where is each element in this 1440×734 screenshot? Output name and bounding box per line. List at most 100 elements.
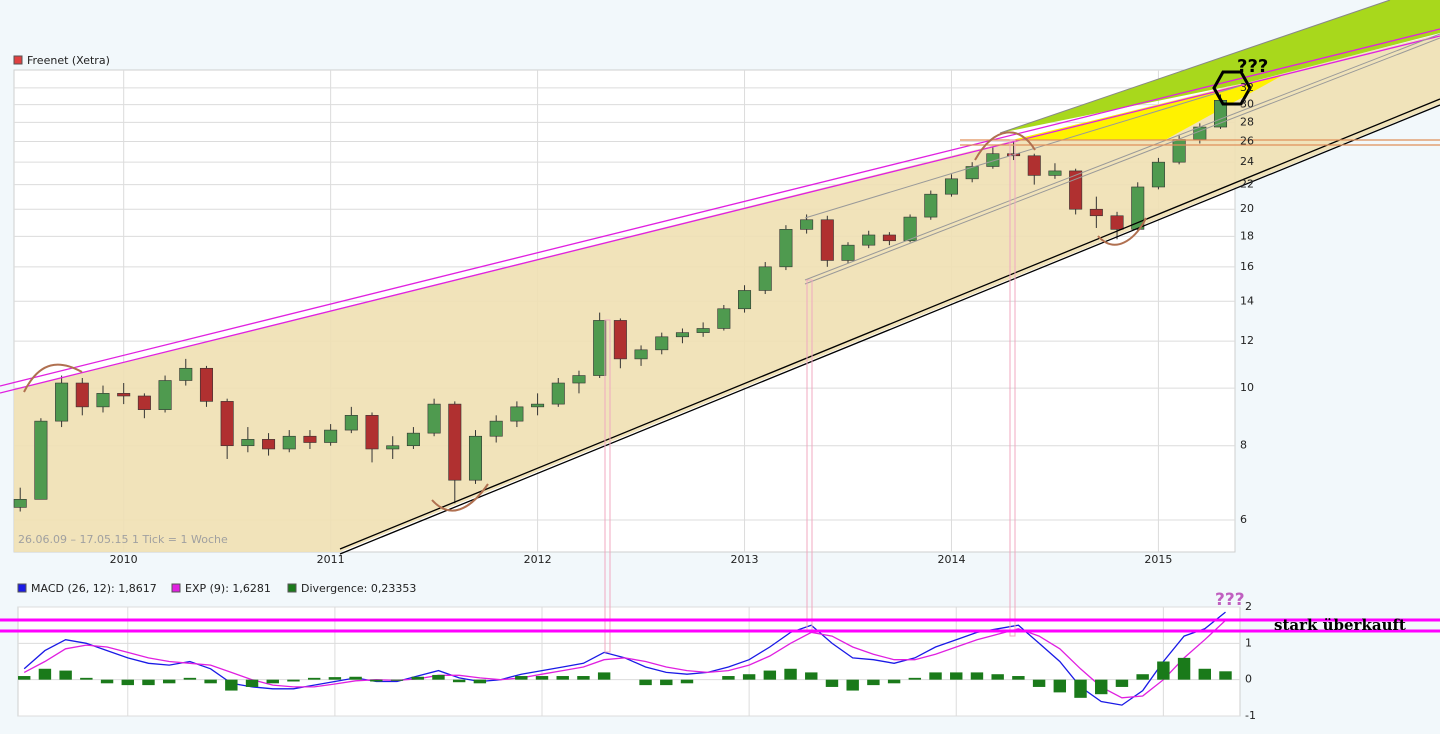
y-tick-label: 24 <box>1240 155 1254 168</box>
divergence-bar <box>452 679 466 683</box>
divergence-bar <box>121 679 134 686</box>
legend-swatch <box>171 583 181 593</box>
candle-body <box>924 193 938 218</box>
divergence-bar <box>225 679 238 691</box>
divergence-bar <box>349 676 362 680</box>
divergence-bar <box>763 670 777 680</box>
x-tick-label: 2012 <box>524 553 552 566</box>
macd-panel <box>17 606 1241 717</box>
divergence-bar <box>1012 676 1025 680</box>
divergence-bar <box>59 670 72 680</box>
legend-label: Freenet (Xetra) <box>27 54 110 67</box>
candle-body <box>1172 139 1186 163</box>
candle-body <box>262 439 276 450</box>
divergence-bar <box>825 679 839 687</box>
candle-body <box>303 435 317 443</box>
candle-body <box>986 153 1000 167</box>
candle-body <box>675 332 689 338</box>
divergence-bar <box>597 672 611 680</box>
candle-body <box>820 219 834 261</box>
candle-body <box>1048 170 1062 176</box>
channel-line <box>804 85 1241 219</box>
candle-body <box>655 336 669 351</box>
candle-body <box>531 403 545 408</box>
divergence-bar <box>183 677 197 680</box>
divergence-bar <box>18 676 31 680</box>
candle-body <box>572 375 586 384</box>
candle-body <box>179 367 193 381</box>
divergence-bar <box>742 674 756 680</box>
annotation: stark überkauft <box>1274 616 1406 634</box>
y-tick-label: 20 <box>1240 202 1254 215</box>
divergence-bar <box>577 676 590 680</box>
divergence-bar <box>970 672 984 680</box>
y-tick-label: 32 <box>1240 81 1254 94</box>
pattern-curve <box>1097 217 1147 246</box>
candle-body <box>1089 208 1103 217</box>
support-line <box>339 104 1440 555</box>
candle-body <box>634 349 648 360</box>
candle-body <box>55 382 69 422</box>
divergence-bar <box>1074 679 1087 698</box>
divergence-bar <box>846 679 859 691</box>
x-tick-label: 2011 <box>317 553 345 566</box>
candle-body <box>344 415 358 431</box>
candle-body <box>448 403 462 481</box>
divergence-bar <box>784 668 797 680</box>
y-tick-label: 16 <box>1240 260 1254 273</box>
divergence-bar <box>287 679 300 682</box>
candle-body <box>1110 215 1124 230</box>
divergence-bar <box>80 677 93 680</box>
y-tick-label: 14 <box>1240 294 1254 307</box>
candle-body <box>1027 155 1041 176</box>
divergence-bar <box>722 676 735 680</box>
candle-body <box>468 435 483 481</box>
candle-body <box>386 445 400 450</box>
divergence-bar <box>535 676 549 680</box>
channel-fill <box>0 34 1440 552</box>
y-tick-label: 30 <box>1240 98 1254 111</box>
divergence-bar <box>204 679 217 684</box>
y-tick-label: -1 <box>1245 709 1256 722</box>
annotation: ??? <box>1237 56 1268 77</box>
x-tick-label: 2013 <box>731 553 759 566</box>
candle-body <box>220 401 234 447</box>
legend-swatch <box>13 55 23 65</box>
candle-body <box>551 382 565 405</box>
legend-label: MACD (26, 12): 1,8617 <box>31 582 157 595</box>
divergence-bar <box>1198 668 1211 680</box>
y-tick-label: 1 <box>1245 636 1252 649</box>
channel-line <box>804 33 1440 281</box>
candle-body <box>965 166 979 180</box>
divergence-bar <box>1219 671 1232 680</box>
divergence-bar <box>473 679 487 684</box>
candle-body <box>117 393 131 397</box>
candle-body <box>779 229 793 268</box>
divergence-bar <box>390 679 404 681</box>
divergence-bar <box>929 672 942 680</box>
y-tick-label: 26 <box>1240 135 1254 148</box>
divergence-bar <box>867 679 880 686</box>
candle-body <box>696 328 710 333</box>
divergence-bar <box>38 668 52 680</box>
candle-body <box>137 395 151 410</box>
candle-body <box>199 367 213 402</box>
x-tick-label: 2015 <box>1144 553 1172 566</box>
candle-body <box>613 320 627 360</box>
divergence-bar <box>515 676 528 680</box>
candle-body <box>862 234 876 246</box>
divergence-bar <box>1032 679 1046 687</box>
divergence-bar <box>908 677 922 680</box>
divergence-bar <box>1177 657 1191 680</box>
channel-line <box>804 37 1440 285</box>
candle-body <box>241 439 255 447</box>
y-tick-label: 28 <box>1240 115 1254 128</box>
legend-label: EXP (9): 1,6281 <box>185 582 271 595</box>
divergence-bar <box>432 674 445 680</box>
legend-swatch <box>287 583 297 593</box>
divergence-bar <box>162 679 176 684</box>
x-tick-label: 2014 <box>937 553 965 566</box>
legend-label: Divergence: 0,23353 <box>301 582 416 595</box>
divergence-bar <box>1095 679 1108 695</box>
